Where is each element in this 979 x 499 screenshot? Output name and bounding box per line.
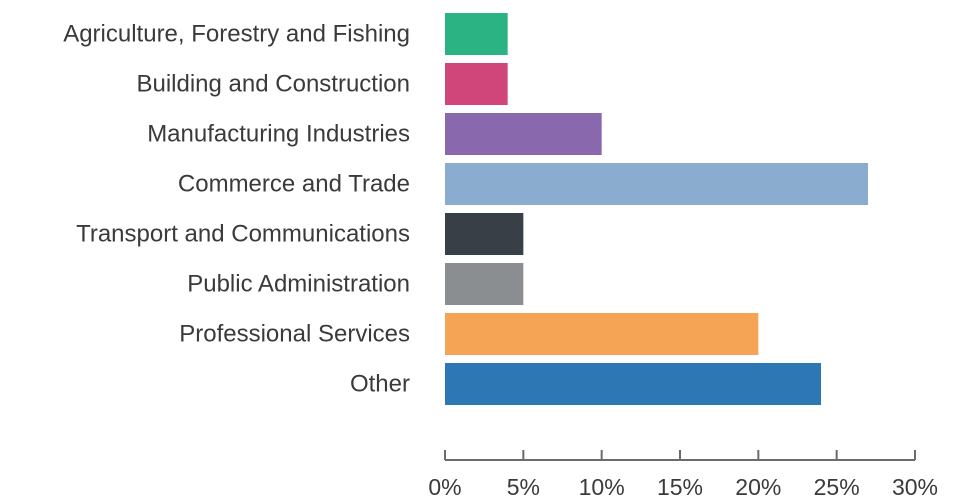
category-label: Commerce and Trade [178, 171, 410, 198]
category-label: Other [350, 371, 410, 398]
x-tick-label: 30% [892, 474, 938, 499]
bar [445, 63, 508, 105]
category-label: Agriculture, Forestry and Fishing [63, 21, 410, 48]
x-tick-label: 20% [735, 474, 781, 499]
category-label: Building and Construction [136, 71, 410, 98]
x-tick-label: 0% [428, 474, 461, 499]
category-labels: Agriculture, Forestry and Fishing Buildin… [63, 21, 410, 398]
category-label: Manufacturing Industries [147, 121, 410, 148]
x-tick-label: 25% [814, 474, 860, 499]
category-label: Public Administration [187, 271, 410, 298]
bar [445, 113, 602, 155]
x-tick-label: 15% [657, 474, 703, 499]
x-tick-label: 10% [579, 474, 625, 499]
bar [445, 13, 508, 55]
bar [445, 163, 868, 205]
category-label: Transport and Communications [76, 221, 410, 248]
x-tick-label: 5% [507, 474, 540, 499]
x-axis: 0% 5% 10% 15% 20% 25% 30% [428, 450, 938, 499]
bars [445, 13, 868, 405]
bar [445, 213, 524, 255]
bar [445, 313, 759, 355]
category-label: Professional Services [179, 321, 410, 348]
bar [445, 263, 524, 305]
bar [445, 363, 821, 405]
